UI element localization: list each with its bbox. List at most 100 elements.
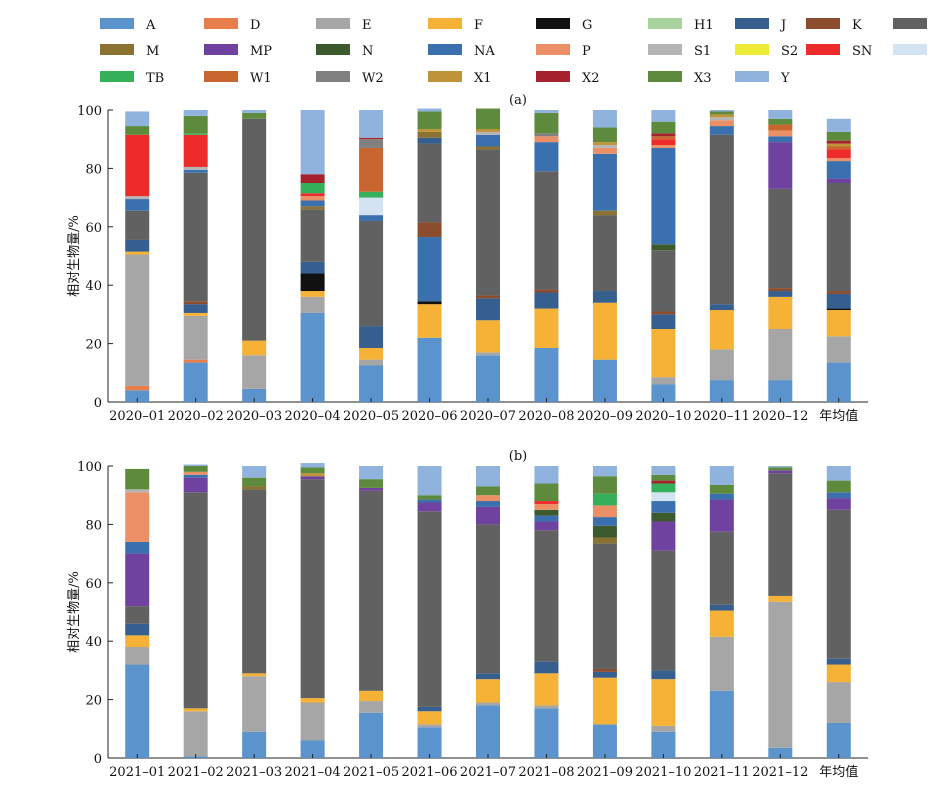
bar-segment-x3 — [301, 467, 325, 473]
bar-segment-t — [651, 492, 675, 501]
x-tick-label: 2021–08 — [518, 765, 574, 780]
bar-segment-f — [418, 711, 442, 724]
legend-item-t: T — [893, 44, 930, 59]
bar-segment-x1 — [827, 144, 851, 147]
bar-segment-tb — [593, 494, 617, 506]
bar-segment-y — [768, 110, 792, 119]
bar-segment-na — [184, 170, 208, 173]
legend-label-s1: S1 — [694, 44, 711, 59]
legend-item-x1: X1 — [428, 71, 492, 86]
bar-segment-k — [476, 295, 500, 298]
legend-label-tb: TB — [146, 71, 164, 86]
legend-swatch-a — [100, 18, 134, 29]
legend-label-f: F — [474, 18, 483, 33]
bar-segment-f — [651, 679, 675, 726]
bar-segment-e — [651, 726, 675, 732]
bar-segment-mp — [359, 488, 383, 491]
bar-segment-lo — [768, 473, 792, 596]
bar-stack-2020-02 — [184, 110, 208, 402]
bar-segment-m — [593, 538, 617, 544]
bar-segment-p — [593, 148, 617, 154]
bar-stack-2020-10 — [651, 110, 675, 402]
bar-segment-x1 — [476, 129, 500, 132]
bar-segment-na — [710, 126, 734, 135]
bar-segment-na — [418, 237, 442, 301]
bar-segment-y — [359, 110, 383, 138]
bar-segment-p — [184, 472, 208, 475]
legend-swatch-w1 — [204, 71, 238, 82]
bar-segment-t — [359, 198, 383, 216]
bar-segment-y — [242, 110, 266, 113]
bar-segment-y — [710, 466, 734, 485]
bar-segment-w2 — [534, 133, 558, 136]
bar-segment-j — [184, 304, 208, 313]
x-tick-label: 2020–09 — [577, 409, 633, 424]
bar-stack-2021-03 — [242, 466, 266, 758]
bar-segment-y — [418, 466, 442, 495]
bar-segment-lo — [184, 173, 208, 301]
bar-segment-x2 — [651, 133, 675, 136]
bar-segment-sn — [827, 149, 851, 158]
bar-segment-lo — [768, 189, 792, 288]
bar-segment-y — [359, 466, 383, 479]
x-tick-label: 2020–05 — [343, 409, 399, 424]
bar-segment-x1 — [593, 142, 617, 145]
legend-swatch-p — [536, 44, 570, 55]
bar-segment-x1 — [710, 114, 734, 117]
bar-segment-x3 — [827, 132, 851, 141]
x-tick-label: 2021–11 — [694, 765, 750, 780]
panel-label: (b) — [509, 449, 527, 464]
bar-segment-lo — [242, 119, 266, 341]
bar-segment-f — [301, 291, 325, 297]
bar-segment-e — [827, 336, 851, 362]
y-axis-label: 相对生物量/% — [67, 571, 82, 653]
bar-segment-w1 — [768, 125, 792, 131]
bar-segment-x2 — [651, 481, 675, 484]
bar-segment-x3 — [184, 116, 208, 134]
legend-item-y: Y — [735, 71, 790, 86]
bar-segment-y — [593, 466, 617, 476]
legend-swatch-j — [735, 18, 769, 29]
bar-segment-na — [827, 161, 851, 179]
legend-label-e: E — [362, 18, 372, 33]
bar-segment-na — [534, 516, 558, 522]
legend-item-f: F — [428, 18, 483, 33]
bar-segment-f — [125, 252, 149, 255]
bar-segment-na — [651, 501, 675, 513]
bar-stack-2021-02 — [184, 465, 208, 758]
legend-item-mp: MP — [204, 44, 272, 59]
bar-segment-m — [301, 206, 325, 209]
bar-stack-- — [827, 466, 851, 758]
legend-item-h1: H1 — [648, 18, 714, 33]
bar-segment-na — [301, 201, 325, 207]
bar-segment-y — [301, 110, 325, 174]
legend-label-x3: X3 — [694, 71, 712, 86]
legend-item-p: P — [536, 44, 591, 59]
bar-segment-sn — [534, 501, 558, 504]
legend-swatch-f — [428, 18, 462, 29]
bar-segment-na — [593, 517, 617, 526]
bar-segment-lo — [125, 606, 149, 624]
bar-segment-j — [651, 670, 675, 679]
y-tick-label: 60 — [85, 577, 102, 592]
bar-stack-2020-11 — [710, 110, 734, 402]
bar-segment-j — [710, 605, 734, 611]
x-tick-label: 2021–12 — [752, 765, 808, 780]
bar-segment-sn — [651, 139, 675, 145]
legend-swatch-x1 — [428, 71, 462, 82]
bar-stack-2020-07 — [476, 109, 500, 402]
legend-item-w1: W1 — [204, 71, 272, 86]
bar-segment-lo — [710, 135, 734, 304]
bar-stack-2021-06 — [418, 466, 442, 758]
bar-segment-tb — [301, 183, 325, 193]
bar-segment-lo — [827, 183, 851, 291]
bar-segment-x3 — [593, 476, 617, 494]
x-tick-label: 2020–08 — [518, 409, 574, 424]
x-tick-label: 2020–01 — [109, 409, 165, 424]
bar-segment-na — [593, 154, 617, 211]
panel-b: (b)020406080100相对生物量/%2021–01 2021–02 2021… — [67, 449, 868, 780]
bar-segment-e — [125, 255, 149, 386]
bar-segment-x3 — [710, 111, 734, 114]
bar-segment-f — [651, 329, 675, 377]
